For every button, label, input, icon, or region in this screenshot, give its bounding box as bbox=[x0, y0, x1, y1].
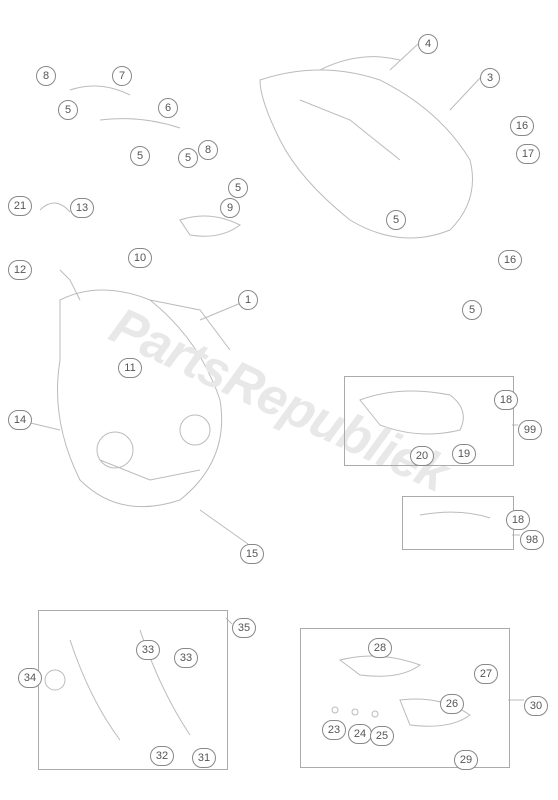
callout-4: 4 bbox=[418, 34, 438, 54]
callout-20: 20 bbox=[410, 446, 434, 466]
callout-29: 29 bbox=[454, 750, 478, 770]
callout-19: 19 bbox=[452, 444, 476, 464]
callout-14: 14 bbox=[8, 410, 32, 430]
callout-9: 9 bbox=[220, 198, 240, 218]
callout-21: 21 bbox=[8, 196, 32, 216]
group-box bbox=[300, 628, 510, 768]
exploded-diagram: PartsRepubliek bbox=[0, 0, 558, 800]
callout-99: 99 bbox=[518, 420, 542, 440]
group-box bbox=[38, 610, 228, 770]
callout-18: 18 bbox=[506, 510, 530, 530]
callout-7: 7 bbox=[112, 66, 132, 86]
callout-33: 33 bbox=[174, 648, 198, 668]
callout-31: 31 bbox=[192, 748, 216, 768]
callout-5: 5 bbox=[228, 178, 248, 198]
callout-5: 5 bbox=[130, 146, 150, 166]
callout-5: 5 bbox=[58, 100, 78, 120]
callout-8: 8 bbox=[198, 140, 218, 160]
callout-18: 18 bbox=[494, 390, 518, 410]
callout-1: 1 bbox=[238, 290, 258, 310]
callout-3: 3 bbox=[480, 68, 500, 88]
callout-5: 5 bbox=[462, 300, 482, 320]
callout-11: 11 bbox=[118, 358, 142, 378]
callout-23: 23 bbox=[322, 720, 346, 740]
callout-98: 98 bbox=[520, 530, 544, 550]
callout-16: 16 bbox=[498, 250, 522, 270]
callout-16: 16 bbox=[510, 116, 534, 136]
callout-17: 17 bbox=[516, 144, 540, 164]
callout-30: 30 bbox=[524, 696, 548, 716]
callout-5: 5 bbox=[178, 148, 198, 168]
callout-33: 33 bbox=[136, 640, 160, 660]
callout-26: 26 bbox=[440, 694, 464, 714]
callout-10: 10 bbox=[128, 248, 152, 268]
callout-8: 8 bbox=[36, 66, 56, 86]
callout-32: 32 bbox=[150, 746, 174, 766]
callout-34: 34 bbox=[18, 668, 42, 688]
callout-15: 15 bbox=[240, 544, 264, 564]
callout-35: 35 bbox=[232, 618, 256, 638]
callout-27: 27 bbox=[474, 664, 498, 684]
callout-25: 25 bbox=[370, 726, 394, 746]
group-box bbox=[402, 496, 514, 550]
callout-24: 24 bbox=[348, 724, 372, 744]
callout-13: 13 bbox=[70, 198, 94, 218]
callout-12: 12 bbox=[8, 260, 32, 280]
callout-5: 5 bbox=[386, 210, 406, 230]
callout-28: 28 bbox=[368, 638, 392, 658]
callout-6: 6 bbox=[158, 98, 178, 118]
